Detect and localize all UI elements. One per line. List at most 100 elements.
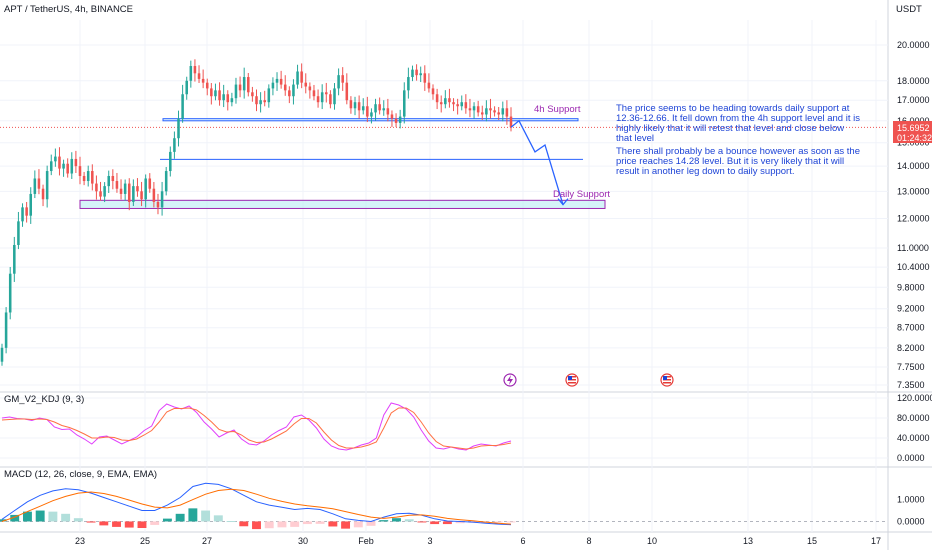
projection-arrowhead xyxy=(557,198,569,206)
candle xyxy=(411,65,414,82)
candle xyxy=(341,67,344,91)
candle-body xyxy=(13,244,16,274)
candle xyxy=(497,107,500,120)
candle-body xyxy=(300,71,303,83)
kdj-pane xyxy=(1,402,512,451)
candle-body xyxy=(214,90,217,97)
candle xyxy=(452,98,455,112)
macd-histogram-bar xyxy=(48,511,58,522)
candle xyxy=(460,95,464,111)
event-markers[interactable] xyxy=(503,373,674,387)
candle-body xyxy=(107,175,110,187)
note-2-line-2: price reaches 14.28 level. But it is ver… xyxy=(616,156,844,167)
candle xyxy=(177,110,180,147)
candle xyxy=(242,67,246,99)
candle-body xyxy=(222,94,225,101)
kdj-tick: 0.0000 xyxy=(897,453,925,463)
kdj-k-line xyxy=(1,402,512,451)
candle xyxy=(185,76,188,100)
support-zones xyxy=(0,118,888,209)
candle-body xyxy=(201,78,205,83)
kdj-tick: 80.0000 xyxy=(897,413,930,423)
macd-histogram-bar xyxy=(86,521,96,523)
macd-tick: 1.0000 xyxy=(897,495,925,505)
candle xyxy=(74,150,78,174)
candle-body xyxy=(345,82,349,101)
candle-body xyxy=(115,181,119,189)
candle xyxy=(247,72,250,97)
candle xyxy=(238,76,242,98)
candle xyxy=(82,171,86,186)
price-tick: 9.8000 xyxy=(897,282,925,292)
candle-body xyxy=(242,77,246,91)
candle-body xyxy=(407,77,410,91)
candle-body xyxy=(37,178,41,189)
macd-histogram-bar xyxy=(188,508,198,522)
candle xyxy=(193,59,197,82)
us-flag-event-icon xyxy=(660,373,674,387)
candle-body xyxy=(29,193,33,216)
candle xyxy=(271,77,275,96)
candle-body xyxy=(333,88,336,105)
candle-body xyxy=(205,82,209,89)
macd-histogram-bar xyxy=(213,515,223,522)
time-tick: 23 xyxy=(75,536,85,546)
candle-body xyxy=(119,188,123,194)
candle xyxy=(189,60,193,88)
candle-body xyxy=(197,73,201,79)
candlestick-series xyxy=(0,59,513,366)
candle xyxy=(493,106,496,117)
candle-body xyxy=(439,102,443,105)
macd-histogram-bar xyxy=(493,521,503,523)
price-tick: 10.4000 xyxy=(897,262,930,272)
candle xyxy=(173,131,176,159)
macd-histogram-bar xyxy=(22,511,32,522)
candle-body xyxy=(349,100,353,109)
price-tick: 14.0000 xyxy=(897,161,930,171)
price-tick: 9.2000 xyxy=(897,304,925,314)
candle xyxy=(169,146,172,177)
countdown-value: 01:24:32 xyxy=(897,133,932,143)
candle-body xyxy=(456,104,459,107)
us-flag-event-icon xyxy=(565,373,579,387)
candle xyxy=(304,73,308,94)
candle-body xyxy=(283,84,287,91)
candle-body xyxy=(390,114,394,119)
candle xyxy=(329,90,332,109)
candle-body xyxy=(353,102,357,109)
candle xyxy=(366,96,369,123)
candle xyxy=(111,169,115,190)
candle xyxy=(325,82,328,103)
candle xyxy=(333,83,336,110)
candle-body xyxy=(337,75,340,89)
candle-body xyxy=(341,75,344,83)
candle-body xyxy=(255,96,258,105)
macd-histogram-bar xyxy=(417,521,427,523)
candle-body xyxy=(95,183,98,192)
candle-body xyxy=(164,171,168,192)
candle-body xyxy=(136,186,139,192)
candle xyxy=(263,90,266,107)
candle-body xyxy=(173,138,176,152)
candle-body xyxy=(325,92,328,95)
candle xyxy=(374,98,377,121)
candle-body xyxy=(501,108,505,115)
candle xyxy=(119,179,123,200)
candle-body xyxy=(251,92,254,97)
candle-body xyxy=(66,163,69,174)
candle-body xyxy=(210,88,213,97)
candle-body xyxy=(493,110,496,113)
time-axis[interactable]: 23 25 27 30 Feb 3 6 8 10 13 15 17 xyxy=(75,536,881,546)
price-tick: 20.0000 xyxy=(897,40,930,50)
candle xyxy=(485,100,488,122)
macd-histogram-bar xyxy=(302,521,312,525)
macd-histogram-bar xyxy=(455,521,465,524)
candle xyxy=(361,98,365,115)
candle-body xyxy=(177,118,180,139)
candle-body xyxy=(509,116,513,128)
candle xyxy=(54,148,57,167)
candle-body xyxy=(230,98,234,103)
candle xyxy=(357,95,361,119)
